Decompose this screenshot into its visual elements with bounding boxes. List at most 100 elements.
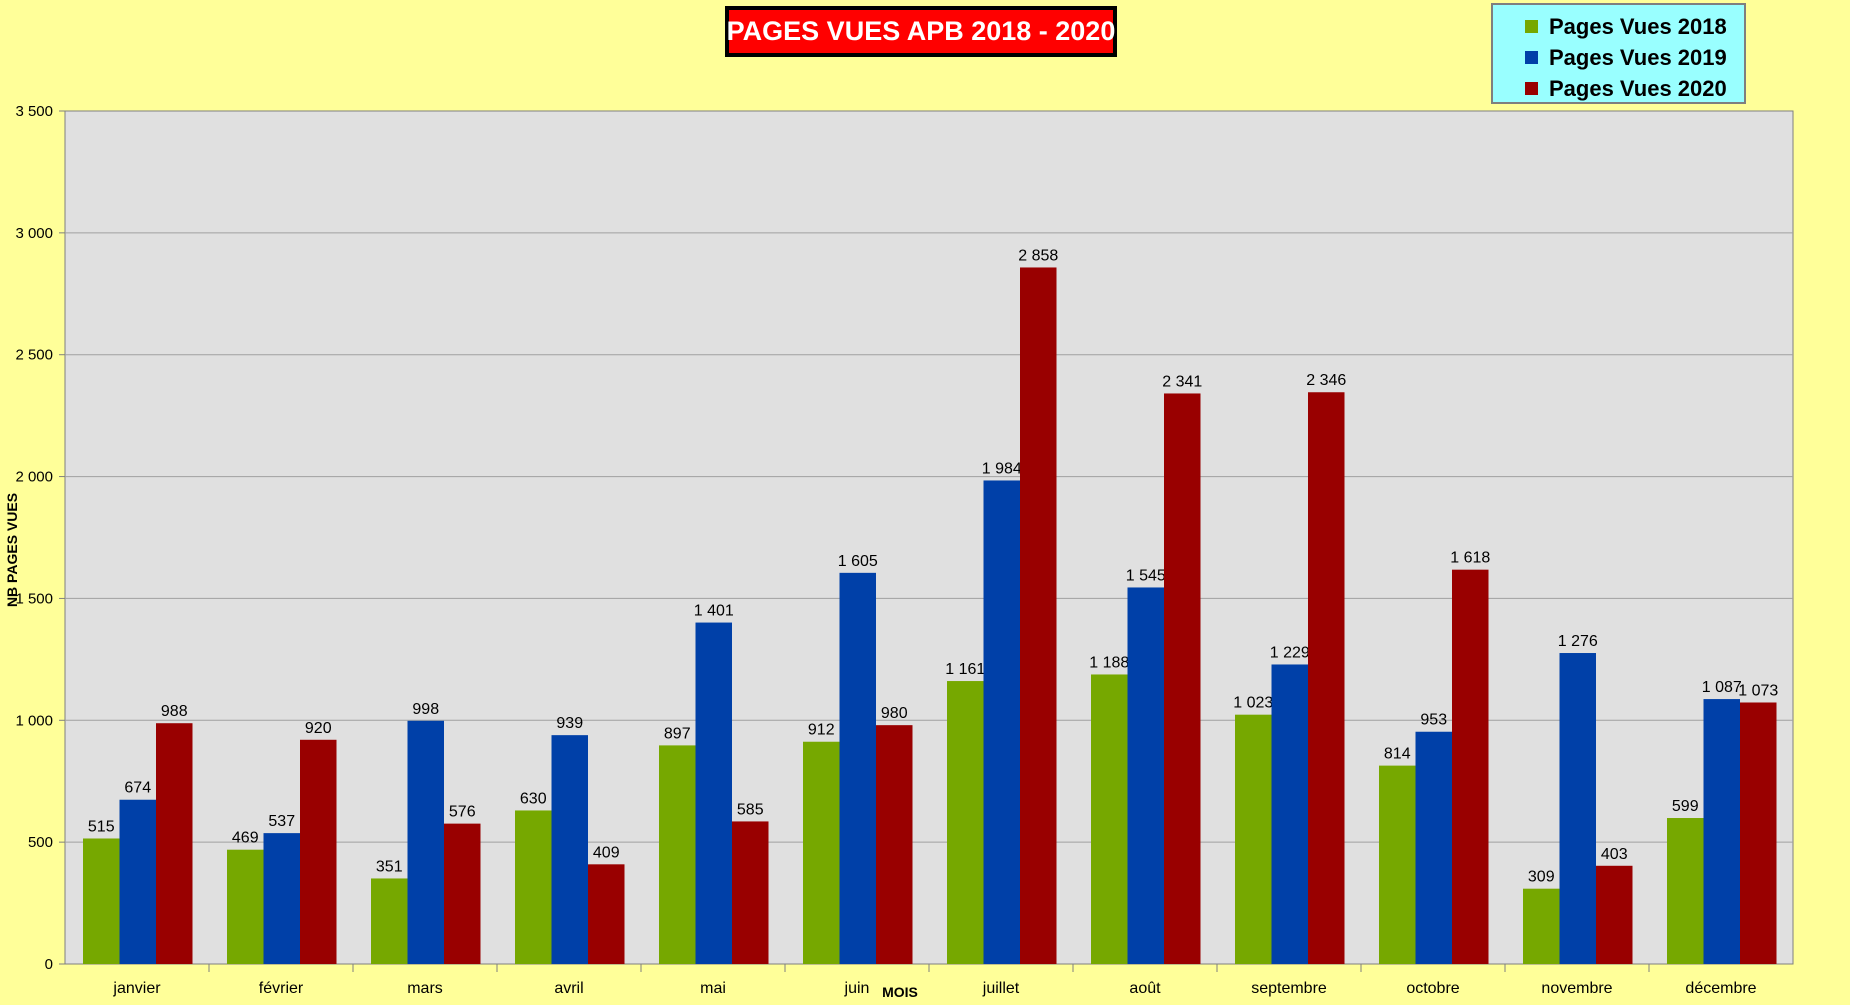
data-label: 2 341 <box>1162 373 1202 390</box>
y-tick-label: 1 000 <box>15 712 53 729</box>
x-tick-label: juillet <box>982 980 1020 997</box>
x-tick-label: septembre <box>1251 980 1327 997</box>
x-tick-label: août <box>1129 980 1161 997</box>
data-label: 2 858 <box>1018 247 1058 264</box>
data-label: 351 <box>376 858 403 875</box>
legend: Pages Vues 2018 Pages Vues 2019 Pages Vu… <box>1491 3 1746 104</box>
data-label: 1 229 <box>1270 644 1310 661</box>
bar <box>1379 765 1416 964</box>
legend-swatch-2019 <box>1525 51 1538 64</box>
bar <box>803 741 840 964</box>
bar <box>876 725 913 964</box>
legend-swatch-2018 <box>1525 20 1538 33</box>
bar <box>839 572 876 964</box>
data-label: 537 <box>268 813 295 830</box>
bar <box>947 681 984 964</box>
legend-item-2020: Pages Vues 2020 <box>1525 73 1744 104</box>
bar <box>732 821 769 964</box>
x-tick-label: novembre <box>1541 980 1612 997</box>
data-label: 576 <box>449 804 476 821</box>
x-tick-label: avril <box>554 980 583 997</box>
x-tick-label: mars <box>407 980 443 997</box>
data-label: 599 <box>1672 798 1699 815</box>
bar <box>227 849 264 964</box>
data-label: 998 <box>412 701 439 718</box>
bar <box>1740 702 1777 964</box>
legend-label-2020: Pages Vues 2020 <box>1549 75 1727 101</box>
bar <box>1452 569 1489 964</box>
bar <box>1415 731 1452 964</box>
bar <box>1164 393 1201 964</box>
bar <box>1559 653 1596 964</box>
data-label: 309 <box>1528 869 1555 886</box>
data-label: 814 <box>1384 746 1411 763</box>
bar <box>1271 664 1308 964</box>
data-label: 1 188 <box>1089 654 1129 671</box>
y-tick-label: 0 <box>45 956 53 973</box>
bar <box>407 720 444 964</box>
bar <box>444 823 481 964</box>
data-label: 988 <box>161 703 188 720</box>
bar <box>1235 714 1272 964</box>
legend-label-2019: Pages Vues 2019 <box>1549 44 1727 70</box>
bar <box>156 723 193 964</box>
data-label: 2 346 <box>1306 372 1346 389</box>
x-tick-label: juin <box>844 980 870 997</box>
bar <box>300 739 337 964</box>
data-label: 912 <box>808 722 835 739</box>
data-label: 1 087 <box>1702 679 1742 696</box>
data-label: 674 <box>124 780 151 797</box>
data-label: 897 <box>664 725 691 742</box>
y-tick-label: 1 500 <box>15 590 53 607</box>
bar <box>1703 699 1740 964</box>
y-tick-label: 2 500 <box>15 347 53 364</box>
data-label: 409 <box>593 844 620 861</box>
bar <box>371 878 408 964</box>
bar <box>695 622 732 964</box>
y-axis-label: NB PAGES VUES <box>4 492 20 608</box>
data-label: 1 023 <box>1233 695 1273 712</box>
plot-area <box>64 110 1794 965</box>
data-label: 585 <box>737 801 764 818</box>
data-label: 1 605 <box>838 553 878 570</box>
x-tick-label: décembre <box>1685 980 1756 997</box>
data-label: 1 073 <box>1738 682 1778 699</box>
x-axis-label: MOIS <box>882 984 918 1000</box>
x-tick-label: octobre <box>1406 980 1459 997</box>
data-label: 469 <box>232 830 259 847</box>
data-label: 939 <box>556 715 583 732</box>
bar <box>1308 392 1345 964</box>
bar <box>515 810 552 964</box>
data-label: 1 545 <box>1126 567 1166 584</box>
data-label: 953 <box>1420 712 1447 729</box>
bar <box>1127 587 1164 964</box>
bar <box>1020 267 1057 964</box>
y-tick-label: 500 <box>28 834 53 851</box>
bar <box>659 745 696 964</box>
bar <box>588 864 625 964</box>
legend-item-2018: Pages Vues 2018 <box>1525 11 1744 42</box>
data-label: 1 618 <box>1450 550 1490 567</box>
data-label: 1 161 <box>945 661 985 678</box>
bar <box>119 799 156 964</box>
data-label: 515 <box>88 818 115 835</box>
bar <box>551 735 588 964</box>
data-label: 1 276 <box>1558 633 1598 650</box>
x-tick-label: janvier <box>112 980 161 997</box>
legend-label-2018: Pages Vues 2018 <box>1549 13 1727 39</box>
data-label: 1 401 <box>694 603 734 620</box>
x-tick-label: mai <box>700 980 726 997</box>
y-tick-label: 3 500 <box>15 103 53 120</box>
bar <box>1523 888 1560 964</box>
bar <box>1596 865 1633 964</box>
bar <box>983 480 1020 964</box>
data-label: 630 <box>520 790 547 807</box>
bar <box>1667 818 1704 964</box>
data-label: 1 984 <box>982 460 1022 477</box>
bar <box>83 838 120 964</box>
x-tick-label: février <box>259 980 304 997</box>
data-label: 980 <box>881 705 908 722</box>
data-label: 403 <box>1601 846 1628 863</box>
bar <box>263 833 300 964</box>
